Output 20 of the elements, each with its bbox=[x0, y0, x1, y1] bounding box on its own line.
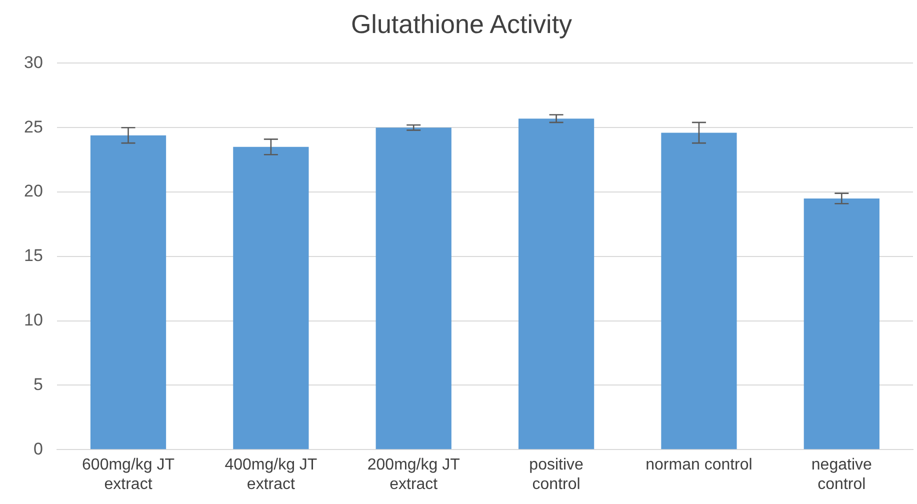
y-tick-label: 10 bbox=[24, 310, 43, 330]
y-tick-label: 25 bbox=[24, 117, 43, 136]
x-tick-label: 200mg/kg JT extract bbox=[367, 456, 460, 493]
x-tick-label: 600mg/kg JT extract bbox=[82, 456, 175, 493]
bar bbox=[376, 128, 452, 450]
y-tick-label: 5 bbox=[33, 374, 43, 394]
x-tick-label: positive control bbox=[529, 456, 584, 493]
bar bbox=[518, 118, 594, 450]
y-tick-label: 30 bbox=[24, 52, 43, 72]
bar bbox=[661, 132, 737, 450]
x-tick-label: 400mg/kg JT extract bbox=[224, 456, 318, 493]
x-tick-label: norman control bbox=[646, 456, 752, 474]
y-tick-label: 20 bbox=[24, 182, 43, 201]
y-tick-label: 15 bbox=[24, 246, 43, 266]
bar bbox=[90, 135, 166, 450]
bar bbox=[233, 146, 309, 450]
y-tick-label: 0 bbox=[33, 439, 43, 458]
x-tick-label: negative control bbox=[811, 456, 872, 493]
bar bbox=[804, 198, 880, 450]
chart-title: Glutathione Activity bbox=[350, 8, 572, 39]
